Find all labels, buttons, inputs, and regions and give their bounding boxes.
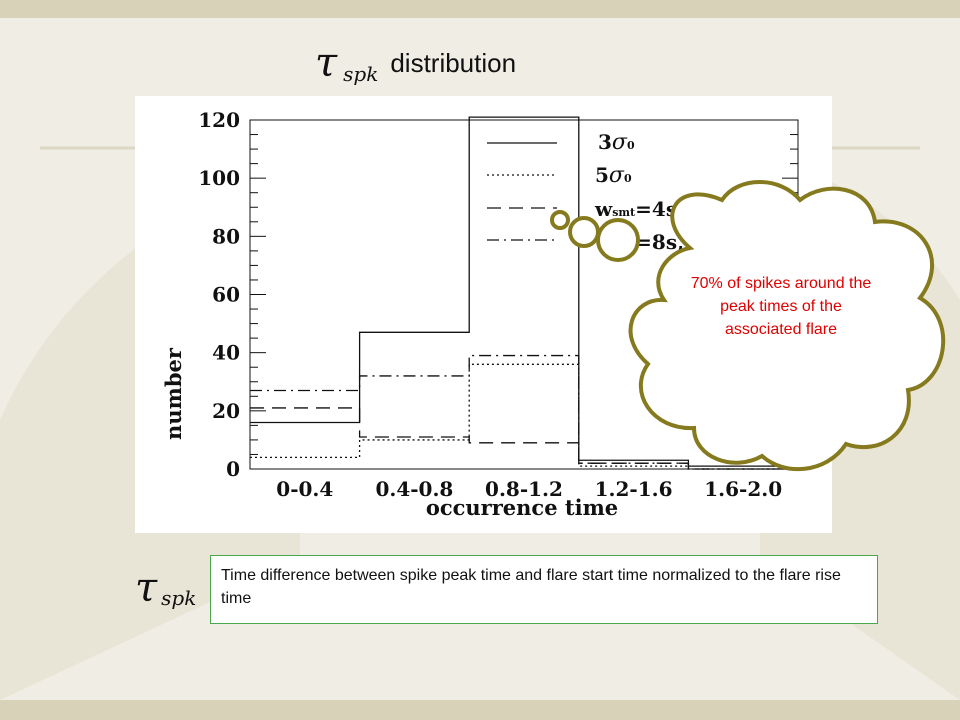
histogram-series-4: [250, 354, 798, 470]
y-tick-label: 100: [198, 166, 240, 190]
histogram-series-3: [250, 407, 798, 470]
callout-text: 70% of spikes around the peak times of t…: [690, 275, 872, 338]
x-tick-label: 1.6-2.0: [704, 477, 782, 501]
y-tick-label: 20: [212, 399, 240, 423]
x-tick-label: 0-0.4: [276, 477, 333, 501]
legend-lines: [487, 142, 557, 241]
bottom-tau-subscript: spk: [161, 586, 197, 610]
x-tick-label: 0.4-0.8: [375, 477, 453, 501]
title-text: distribution: [390, 47, 517, 78]
top-decor-band: [0, 0, 960, 18]
definition-textbox: Time difference between spike peak time …: [210, 555, 878, 624]
y-tick-label: 120: [198, 108, 240, 132]
histogram-series-2: [250, 363, 798, 470]
tau-spk-symbol: τ spk: [135, 568, 196, 610]
x-axis-label: occurrence time: [426, 495, 618, 520]
y-tick-label: 40: [212, 341, 240, 365]
title-tau-subscript: spk: [343, 62, 379, 86]
y-tick-label: 60: [212, 283, 240, 307]
x-tick-label: 1.2-1.6: [595, 477, 673, 501]
y-axis-label: number: [161, 347, 186, 440]
slide-title: τ spk distribution: [315, 38, 516, 88]
title-tau-symbol: τ: [315, 40, 338, 86]
bottom-tau-symbol: τ: [135, 565, 158, 611]
definition-text: Time difference between spike peak time …: [221, 567, 841, 607]
x-tick-label: 0.8-1.2: [485, 477, 563, 501]
bottom-decor-band: [0, 700, 960, 720]
y-tick-label: 80: [212, 224, 240, 248]
tick-labels: 0 20 40 60 80 100 120 0-0.4 0.4-0.8 0.8-1.2 1.2-1.…: [198, 108, 782, 501]
y-tick-label: 0: [226, 457, 240, 481]
